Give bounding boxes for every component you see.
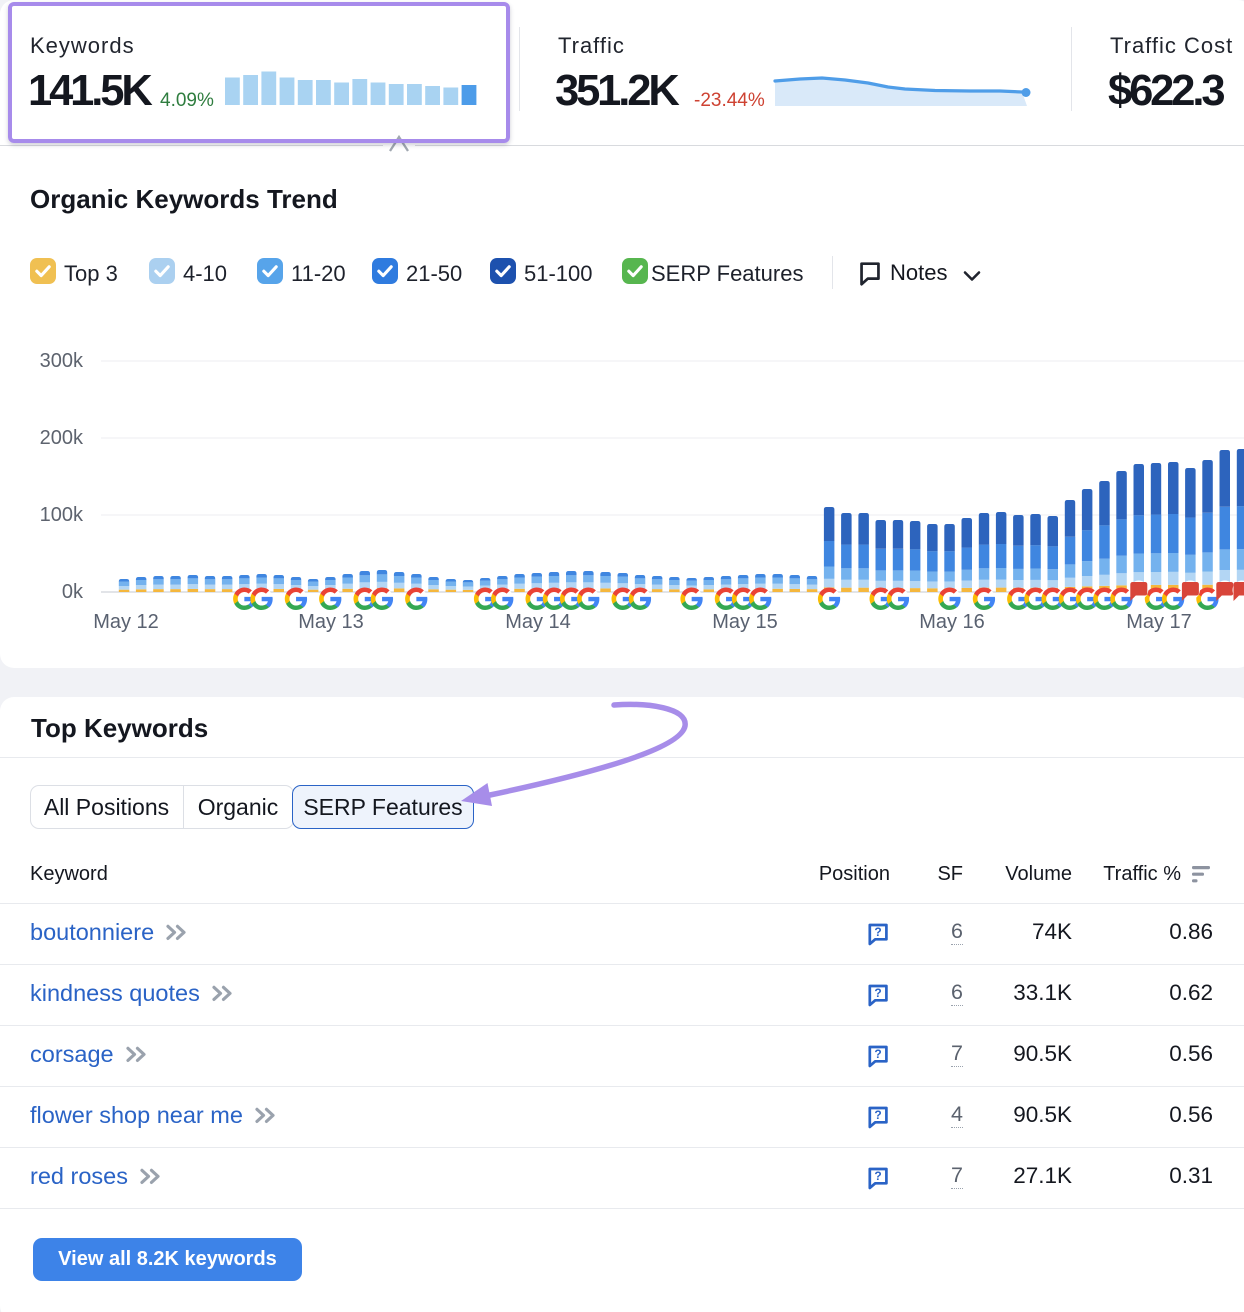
- svg-text:?: ?: [874, 986, 881, 1000]
- svg-text:200k: 200k: [40, 427, 84, 449]
- svg-text:?: ?: [874, 1047, 881, 1061]
- svg-text:0k: 0k: [62, 581, 84, 603]
- svg-text:300k: 300k: [40, 350, 84, 372]
- svg-text:May 14: May 14: [505, 611, 571, 633]
- svg-text:?: ?: [874, 925, 881, 939]
- svg-text:?: ?: [874, 1169, 881, 1183]
- svg-text:May 15: May 15: [712, 611, 778, 633]
- svg-text:May 13: May 13: [298, 611, 364, 633]
- svg-text:May 16: May 16: [919, 611, 985, 633]
- svg-text:May 12: May 12: [93, 611, 159, 633]
- svg-text:?: ?: [874, 1108, 881, 1122]
- svg-text:May 17: May 17: [1126, 611, 1192, 633]
- svg-text:100k: 100k: [40, 504, 84, 526]
